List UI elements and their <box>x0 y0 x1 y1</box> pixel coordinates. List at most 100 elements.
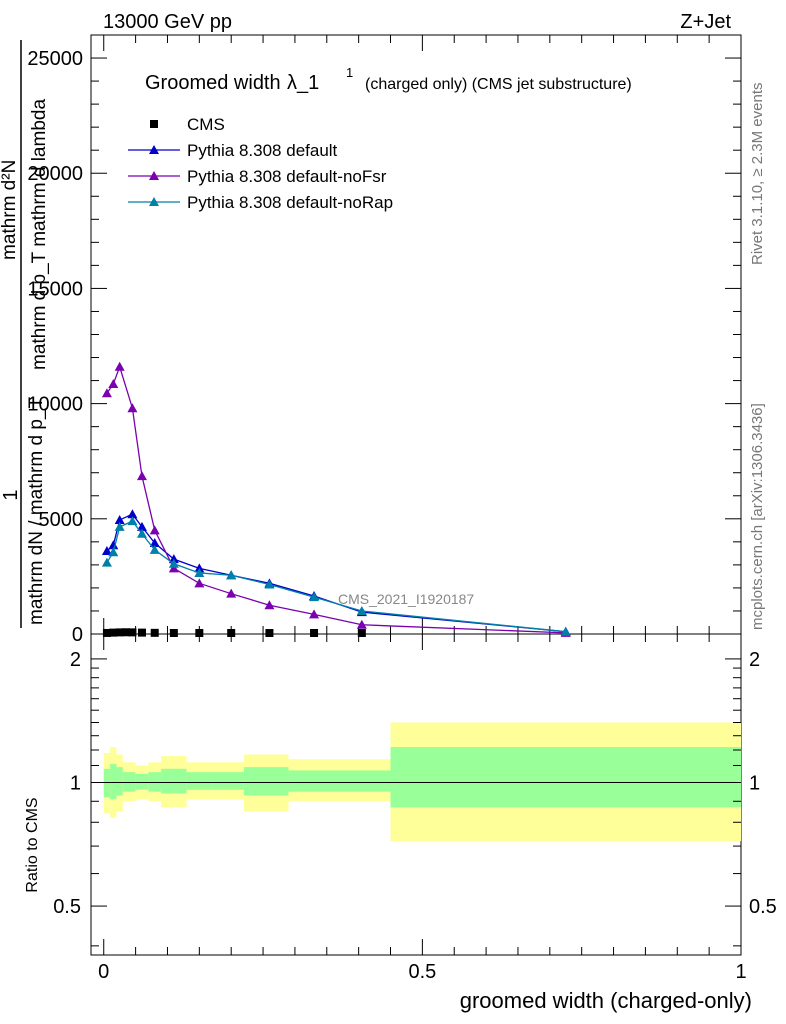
legend-marker-3 <box>149 197 159 206</box>
series-1-point-4 <box>136 521 147 531</box>
energy-label: 13000 GeV pp <box>103 11 232 33</box>
legend-label-2: Pythia 8.308 default-noFsr <box>187 167 387 186</box>
series-0-point-4 <box>128 628 137 637</box>
series-0-point-8 <box>195 629 204 637</box>
series-2-point-1 <box>108 379 119 389</box>
series-0-point-12 <box>357 629 366 637</box>
main-y-tick-label-5: 25000 <box>27 48 83 70</box>
series-0-point-11 <box>310 629 319 637</box>
series-line-3 <box>106 520 566 633</box>
series-1-point-2 <box>114 514 125 524</box>
series-0-point-5 <box>137 628 146 637</box>
series-0-point-6 <box>150 628 159 637</box>
ratio-stat-band-11 <box>390 747 741 808</box>
ratio-stat-band-1 <box>110 763 117 800</box>
series-3-point-4 <box>136 528 147 538</box>
series-3-point-8 <box>226 570 237 580</box>
rivet-label: Rivet 3.1.10, ≥ 2.3M events <box>749 83 766 266</box>
main-y-tick-label-4: 20000 <box>27 163 83 185</box>
title-lambda: λ_1 <box>287 72 319 94</box>
series-line-1 <box>106 513 566 633</box>
ratio-y-tick-label-right-1: 1 <box>749 772 760 794</box>
ratio-stat-band-4 <box>135 773 149 790</box>
ratio-stat-band-0 <box>103 768 111 798</box>
series-1-point-3 <box>127 509 138 519</box>
legend-marker-1 <box>149 145 159 154</box>
y-label-lower: mathrm dN / mathrm d p_T <box>26 397 47 625</box>
ratio-y-tick-label-left-1: 1 <box>70 772 81 794</box>
legend-label-3: Pythia 8.308 default-noRap <box>187 193 393 212</box>
series-2-point-5 <box>149 525 160 535</box>
ratio-stat-band-3 <box>122 772 136 792</box>
series-3-point-0 <box>101 557 112 567</box>
ratio-x-tick-label-1: 0.5 <box>408 961 436 983</box>
legend-label-1: Pythia 8.308 default <box>187 141 338 160</box>
ratio-y-label: Ratio to CMS <box>24 797 41 892</box>
y-label-denominator: mathrm d p_T mathrm d lambda <box>29 99 50 370</box>
series-2-point-7 <box>194 578 205 588</box>
ratio-y-tick-label-left-2: 2 <box>70 649 81 671</box>
ratio-stat-band-5 <box>148 772 162 792</box>
title-main: Groomed width <box>145 72 281 94</box>
title-superscript: 1 <box>346 65 353 80</box>
series-2-point-2 <box>114 361 125 371</box>
legend-label-0: CMS <box>187 115 225 134</box>
legend-marker-0 <box>150 120 158 128</box>
ratio-stat-band-8 <box>212 772 244 790</box>
series-3-point-7 <box>194 567 205 577</box>
ratio-y-tick-label-right-2: 2 <box>749 649 760 671</box>
analysis-watermark: CMS_2021_I1920187 <box>338 591 474 607</box>
series-1-point-0 <box>101 546 112 556</box>
ratio-stat-band-2 <box>116 767 123 796</box>
main-axis-ticks: 0 5000 10000 15000 20000 25000 <box>27 34 742 646</box>
mcplots-label: mcplots.cern.ch [arXiv:1306.3436] <box>749 403 766 630</box>
series-0-point-9 <box>227 629 236 637</box>
series-2-point-0 <box>101 388 112 398</box>
series-3-point-12 <box>560 626 571 636</box>
chart-title: Groomed width λ_1 1 (charged only) (CMS … <box>145 65 632 94</box>
series-3-point-5 <box>149 544 160 554</box>
series-0-point-1 <box>109 628 118 637</box>
series-0-point-7 <box>169 629 178 637</box>
ratio-axis-ticks: 0 0.5 1 0.5 0.5 1 1 2 2 <box>53 634 777 983</box>
title-rest: (charged only) (CMS jet substructure) <box>365 76 632 93</box>
ratio-y-tick-label-right-0: 0.5 <box>749 896 777 918</box>
series-1-point-7 <box>194 563 205 573</box>
ratio-x-tick-label-0: 0 <box>98 961 109 983</box>
series-3-point-6 <box>168 558 179 568</box>
ratio-y-tick-label-left-0: 0.5 <box>53 896 81 918</box>
series-2-point-4 <box>136 471 147 481</box>
legend: CMS Pythia 8.308 default Pythia 8.308 defa… <box>128 115 393 212</box>
series-0-point-2 <box>115 628 124 637</box>
ratio-stat-band-9 <box>243 767 289 796</box>
chart-series <box>101 361 571 637</box>
series-3-point-1 <box>108 547 119 557</box>
ratio-stat-band-7 <box>186 772 213 790</box>
series-2-point-9 <box>264 600 275 610</box>
series-0-point-10 <box>265 629 274 637</box>
ratio-bands <box>103 722 741 842</box>
main-y-tick-label-2: 10000 <box>27 394 83 416</box>
series-2-point-6 <box>168 563 179 573</box>
series-1-point-1 <box>108 540 119 550</box>
y-label-numerator: mathrm d²N <box>0 160 20 260</box>
ratio-x-tick-label-2: 1 <box>735 961 746 983</box>
series-3-point-9 <box>264 579 275 589</box>
legend-marker-2 <box>149 171 159 180</box>
ratio-stat-band-6 <box>161 768 187 794</box>
series-2-point-3 <box>127 403 138 413</box>
main-y-tick-label-0: 0 <box>72 624 83 646</box>
main-y-tick-label-3: 15000 <box>27 278 83 300</box>
y-label-one: 1 <box>0 489 22 500</box>
series-1-point-5 <box>149 537 160 547</box>
series-3-point-11 <box>356 605 367 615</box>
series-2-point-8 <box>226 588 237 598</box>
ratio-stat-band-10 <box>288 770 391 792</box>
series-3-point-2 <box>114 521 125 531</box>
series-2-point-10 <box>309 609 320 619</box>
process-label: Z+Jet <box>680 11 731 33</box>
series-0-point-3 <box>122 628 131 637</box>
series-2-point-11 <box>356 619 367 629</box>
series-3-point-10 <box>309 592 320 602</box>
